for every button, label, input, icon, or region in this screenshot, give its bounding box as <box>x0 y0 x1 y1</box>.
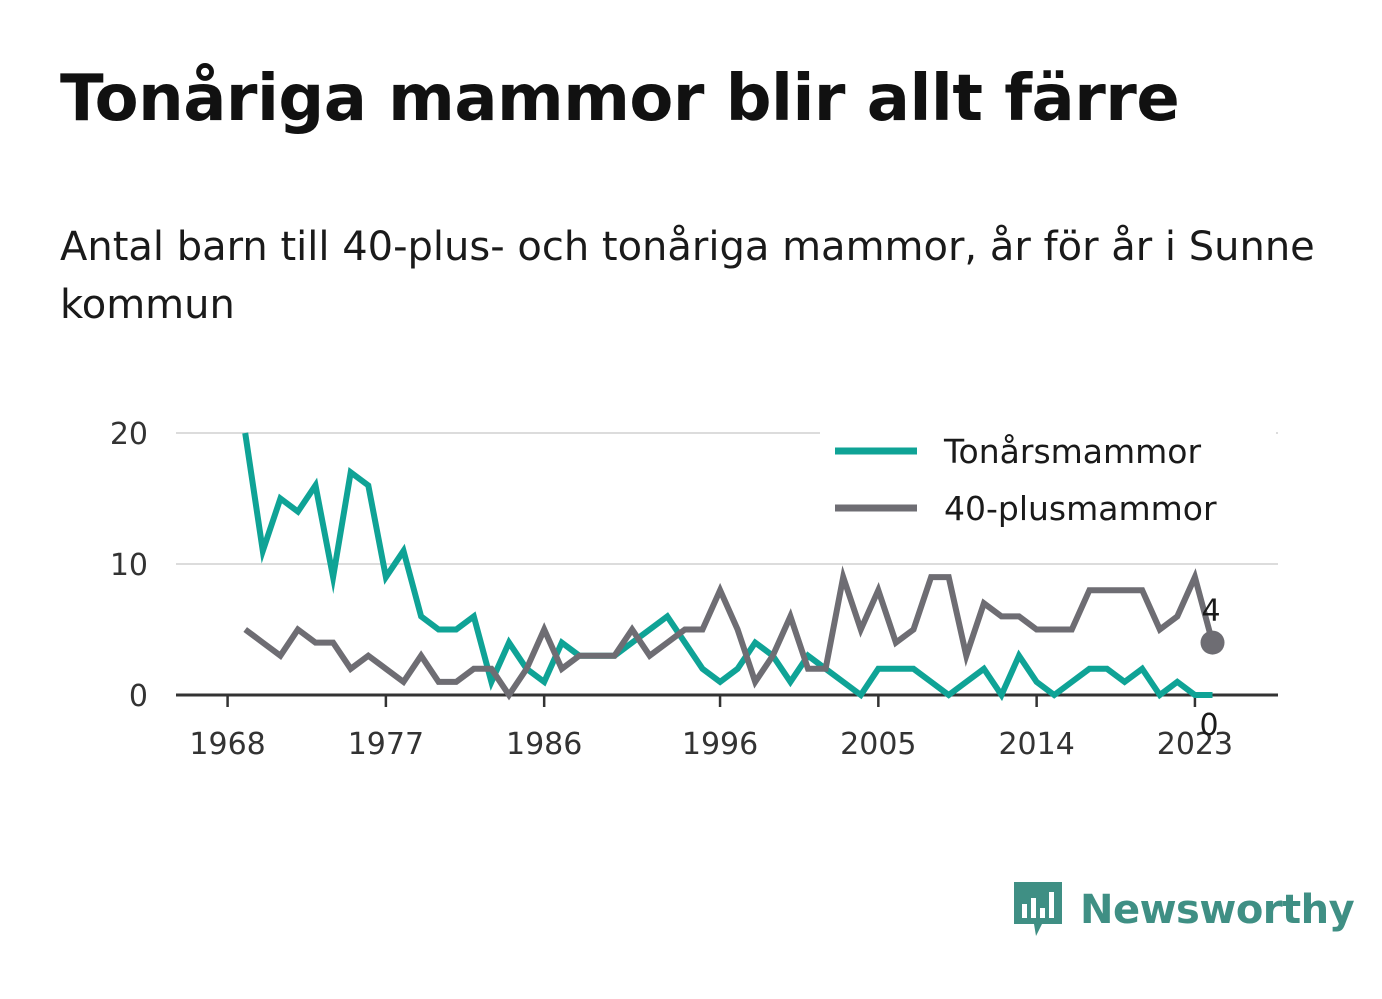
x-axis: 1968 1977 1986 1996 2005 2014 2023 <box>176 693 1278 762</box>
newsworthy-logo-icon <box>1014 882 1062 936</box>
end-value-label: 0 <box>1200 708 1219 743</box>
series-lines: 04 <box>242 432 1225 743</box>
series-line-2 <box>243 565 1216 701</box>
end-value-label: 4 <box>1202 594 1221 629</box>
y-tick-label: 10 <box>110 548 148 583</box>
series-line-1 <box>242 432 1213 702</box>
brand-logo: Newsworthy <box>1012 880 1355 940</box>
chart-subtitle: Antal barn till 40-plus- och tonåriga ma… <box>60 224 1315 328</box>
brand-name: Newsworthy <box>1080 887 1355 933</box>
end-point-marker <box>1200 630 1225 655</box>
y-tick-label: 0 <box>129 679 148 714</box>
y-tick-label: 20 <box>110 417 148 452</box>
x-tick-label: 1996 <box>682 727 758 762</box>
x-tick-label: 2014 <box>998 727 1074 762</box>
legend-background <box>820 420 1276 538</box>
x-tick-label: 1986 <box>506 727 582 762</box>
x-tick-label: 2023 <box>1157 727 1233 762</box>
x-tick-label: 1968 <box>189 727 265 762</box>
x-tick-label: 1977 <box>348 727 424 762</box>
gridlines: 0 10 20 <box>110 417 1278 714</box>
chart-title: Tonåriga mammor blir allt färre <box>60 62 1180 136</box>
x-tick-label: 2005 <box>840 727 916 762</box>
legend-label: 40-plusmammor <box>944 489 1217 528</box>
legend: Tonårsmammor 40-plusmammor <box>820 420 1276 538</box>
legend-label: Tonårsmammor <box>943 432 1201 471</box>
